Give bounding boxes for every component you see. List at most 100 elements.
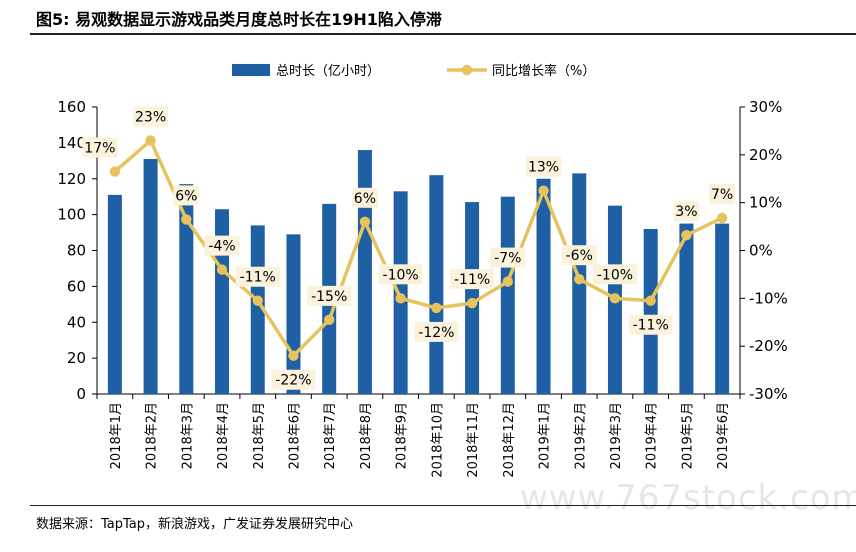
bar: [679, 223, 694, 394]
y-right-tick-label: 30%: [749, 98, 782, 116]
growth-point: [681, 229, 692, 241]
data-label: 6%: [175, 188, 197, 204]
figure-title: 图5: 易观数据显示游戏品类月度总时长在19H1陷入停滞: [36, 10, 442, 29]
legend-bar-swatch: [232, 64, 270, 76]
source-note: 数据来源：TapTap，新浪游戏，广发证券发展研究中心: [36, 517, 354, 532]
y-left-tick-label: 160: [57, 98, 86, 116]
growth-point: [323, 314, 335, 326]
y-left-tick-label: 20: [67, 349, 86, 367]
x-tick-label: 2018年5月: [252, 402, 267, 469]
y-right-tick-label: -10%: [749, 289, 788, 307]
data-label: -10%: [597, 267, 633, 283]
data-label: -11%: [240, 270, 276, 286]
growth-line: [113, 138, 723, 358]
growth-point: [181, 214, 192, 225]
data-label-bg: [561, 245, 597, 266]
bar: [393, 191, 408, 394]
watermark: www.767stock.com: [520, 478, 856, 518]
x-tick-label: 2019年6月: [716, 402, 731, 469]
data-label: 3%: [675, 204, 697, 220]
y-left-tick-label: 140: [57, 134, 86, 152]
data-label: 13%: [528, 160, 559, 176]
x-tick-label: 2019年3月: [609, 402, 624, 469]
data-label-bg: [628, 314, 673, 335]
legend-line-marker: [461, 64, 473, 76]
data-label-bg: [526, 156, 562, 177]
data-label: -4%: [208, 239, 235, 255]
bar: [500, 196, 515, 394]
data-label-bg: [173, 185, 200, 206]
data-label: -6%: [566, 248, 593, 264]
source-divider: [30, 505, 856, 506]
legend-bar-label: 总时长（亿小时）: [276, 64, 380, 79]
y-left-tick-label: 0: [76, 385, 86, 403]
data-label: -22%: [275, 373, 311, 389]
data-labels: 17%23%6%-4%-11%-22%-15%6%-10%-12%-11%-7%…: [82, 106, 736, 390]
growth-point: [716, 212, 728, 224]
bar: [179, 184, 194, 394]
data-label-bg: [378, 264, 423, 285]
data-label-bg: [307, 285, 352, 306]
data-label-bg: [490, 247, 526, 268]
x-tick-label: 2018年3月: [180, 402, 195, 469]
bar: [536, 178, 551, 394]
y-left-tick-label: 100: [57, 206, 86, 224]
axes-layer: 0 20 40 60 80 100 120 140 160 -30% -20% -10% 0% 10% 20…: [57, 98, 787, 478]
data-label: -12%: [418, 325, 454, 341]
growth-point: [645, 295, 656, 306]
x-tick-label: 2018年7月: [323, 402, 338, 469]
legend: 总时长（亿小时） 同比增长率（%）: [232, 63, 595, 79]
y-right-tick-label: 10%: [749, 194, 782, 212]
x-tick-label: 2018年9月: [395, 402, 410, 469]
growth-point: [538, 185, 549, 196]
data-label-bg: [592, 264, 637, 285]
growth-point: [216, 264, 228, 275]
x-tick-label: 2019年2月: [573, 402, 588, 469]
data-label: 6%: [354, 191, 376, 207]
growth-point: [466, 297, 478, 309]
data-label-bg: [235, 266, 280, 287]
x-tick-label: 2018年8月: [359, 402, 374, 469]
data-label-bg: [709, 183, 736, 204]
y-left-tick-label: 80: [67, 242, 86, 260]
data-label-bg: [204, 235, 240, 256]
data-label: 17%: [84, 141, 115, 157]
growth-point: [502, 276, 514, 287]
data-label: -15%: [311, 289, 347, 305]
y-left-tick-label: 120: [57, 170, 86, 188]
data-label: -10%: [383, 267, 419, 283]
data-label: 7%: [711, 187, 733, 203]
data-label-bg: [271, 369, 316, 390]
legend-line-label: 同比增长率（%）: [492, 63, 595, 79]
data-label-bg: [673, 201, 700, 222]
data-label-bg: [82, 137, 118, 158]
y-left-tick-label: 60: [67, 277, 86, 295]
bar: [715, 223, 730, 394]
growth-line-series: [109, 135, 728, 361]
data-label-bg: [414, 321, 459, 342]
growth-point: [609, 293, 621, 304]
data-label-bg: [351, 187, 378, 208]
growth-point: [431, 302, 442, 314]
x-tick-label: 2018年4月: [216, 402, 231, 469]
growth-point: [574, 274, 585, 285]
bar: [429, 175, 444, 394]
x-tick-label: 2018年1月: [109, 402, 124, 469]
growth-point: [288, 350, 299, 361]
data-label: -11%: [633, 318, 669, 334]
data-label-bg: [133, 106, 169, 127]
x-tick-label: 2018年11月: [466, 402, 481, 478]
x-tick-label: 2018年10月: [430, 402, 445, 478]
bar: [643, 228, 658, 394]
x-tick-label: 2018年2月: [145, 402, 160, 469]
x-tick-label: 2018年12月: [502, 402, 517, 478]
y-right-tick-label: -30%: [749, 385, 788, 403]
growth-point: [359, 216, 371, 227]
y-left-tick-label: 40: [67, 313, 86, 331]
y-right-tick-label: -20%: [749, 337, 788, 355]
title-row: 图5: 易观数据显示游戏品类月度总时长在19H1陷入停滞: [0, 0, 856, 35]
y-right-tick-label: 0%: [749, 242, 773, 260]
growth-point: [109, 166, 121, 177]
x-tick-label: 2019年5月: [680, 402, 695, 469]
